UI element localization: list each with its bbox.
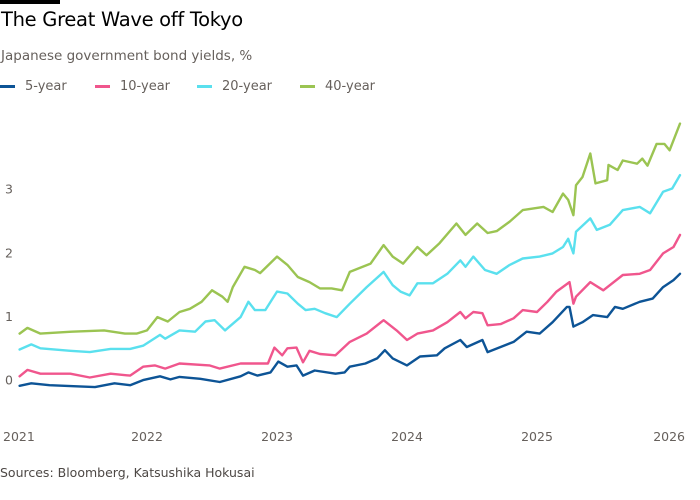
series-line-10-year xyxy=(18,233,682,379)
x-tick-label: 2022 xyxy=(131,429,163,444)
legend-swatch xyxy=(95,85,110,88)
legend-label: 40-year xyxy=(325,79,376,94)
legend-item-40-year: 40-year xyxy=(300,79,375,94)
series-line-40-year xyxy=(18,122,682,335)
y-tick-label: 1 xyxy=(5,309,13,324)
chart-title: The Great Wave off Tokyo xyxy=(1,8,243,31)
y-tick-label: 3 xyxy=(5,182,13,197)
x-tick-label: 2023 xyxy=(261,429,293,444)
x-tick-label: 2021 xyxy=(3,429,35,444)
legend-swatch xyxy=(0,85,15,88)
legend-item-5-year: 5-year xyxy=(0,79,67,94)
legend-label: 10-year xyxy=(120,79,171,94)
series-line-5-year xyxy=(18,272,682,389)
legend-label: 5-year xyxy=(25,79,67,94)
x-tick-label: 2026 xyxy=(653,429,685,444)
y-tick-label: 0 xyxy=(5,373,13,388)
legend-item-10-year: 10-year xyxy=(95,79,170,94)
series-line-20-year xyxy=(18,173,682,354)
x-tick-label: 2024 xyxy=(391,429,423,444)
y-tick-label: 2 xyxy=(5,245,13,260)
chart-subtitle: Japanese government bond yields, % xyxy=(1,48,253,64)
legend-swatch xyxy=(300,85,315,88)
legend-swatch xyxy=(197,85,212,88)
source-note: Sources: Bloomberg, Katsushika Hokusai xyxy=(0,465,255,480)
legend-item-20-year: 20-year xyxy=(197,79,272,94)
x-tick-label: 2025 xyxy=(521,429,553,444)
brand-bar xyxy=(0,0,60,4)
legend-label: 20-year xyxy=(222,79,273,94)
